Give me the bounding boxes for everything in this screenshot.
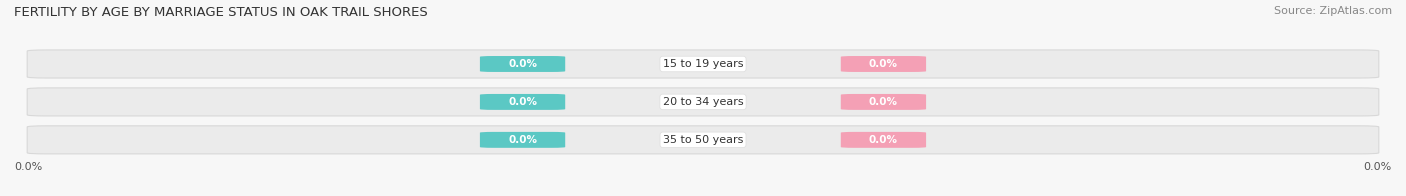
FancyBboxPatch shape (841, 56, 927, 72)
Text: 0.0%: 0.0% (508, 135, 537, 145)
Text: 0.0%: 0.0% (869, 59, 898, 69)
FancyBboxPatch shape (841, 132, 927, 148)
FancyBboxPatch shape (27, 88, 1379, 116)
Text: 35 to 50 years: 35 to 50 years (662, 135, 744, 145)
Text: 0.0%: 0.0% (14, 162, 42, 172)
Text: 0.0%: 0.0% (508, 59, 537, 69)
Text: 0.0%: 0.0% (869, 97, 898, 107)
Text: 0.0%: 0.0% (508, 97, 537, 107)
FancyBboxPatch shape (479, 56, 565, 72)
FancyBboxPatch shape (479, 132, 565, 148)
FancyBboxPatch shape (479, 94, 565, 110)
Text: 20 to 34 years: 20 to 34 years (662, 97, 744, 107)
Text: FERTILITY BY AGE BY MARRIAGE STATUS IN OAK TRAIL SHORES: FERTILITY BY AGE BY MARRIAGE STATUS IN O… (14, 6, 427, 19)
FancyBboxPatch shape (27, 50, 1379, 78)
Text: 0.0%: 0.0% (1364, 162, 1392, 172)
Text: Source: ZipAtlas.com: Source: ZipAtlas.com (1274, 6, 1392, 16)
Text: 15 to 19 years: 15 to 19 years (662, 59, 744, 69)
FancyBboxPatch shape (27, 126, 1379, 154)
FancyBboxPatch shape (841, 94, 927, 110)
Text: 0.0%: 0.0% (869, 135, 898, 145)
